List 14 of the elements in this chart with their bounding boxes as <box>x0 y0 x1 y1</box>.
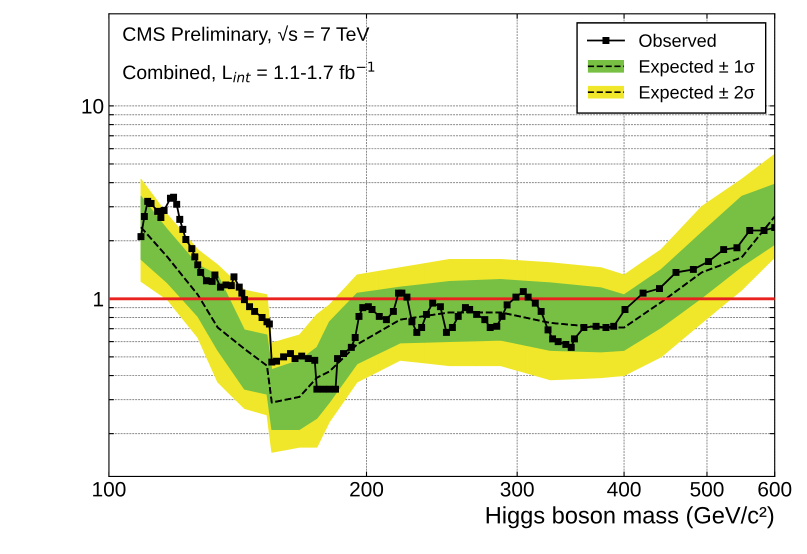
annotation: Combined, L$_{int}$ = 1.1-1.7 fb$^{−1}$ <box>123 62 374 82</box>
x-tick-label: 200 <box>350 482 384 497</box>
y-tick-label: 1 <box>94 292 104 306</box>
legend-label: Observed <box>639 34 716 47</box>
x-axis-title: Higgs boson mass (GeV/c²) <box>486 506 774 528</box>
x-tick-label: 500 <box>690 482 724 497</box>
x-tick-label: 300 <box>500 482 534 497</box>
x-tick-label: 100 <box>93 482 126 497</box>
x-tick-label: 600 <box>758 482 792 497</box>
annotation: CMS Preliminary, √s = 7 TeV <box>123 25 370 45</box>
legend-label: Expected ± 1σ <box>640 60 755 76</box>
y-tick-label: 10 <box>82 98 104 114</box>
x-tick-label: 400 <box>607 482 641 497</box>
legend-label: Expected ± 2σ <box>640 85 755 102</box>
